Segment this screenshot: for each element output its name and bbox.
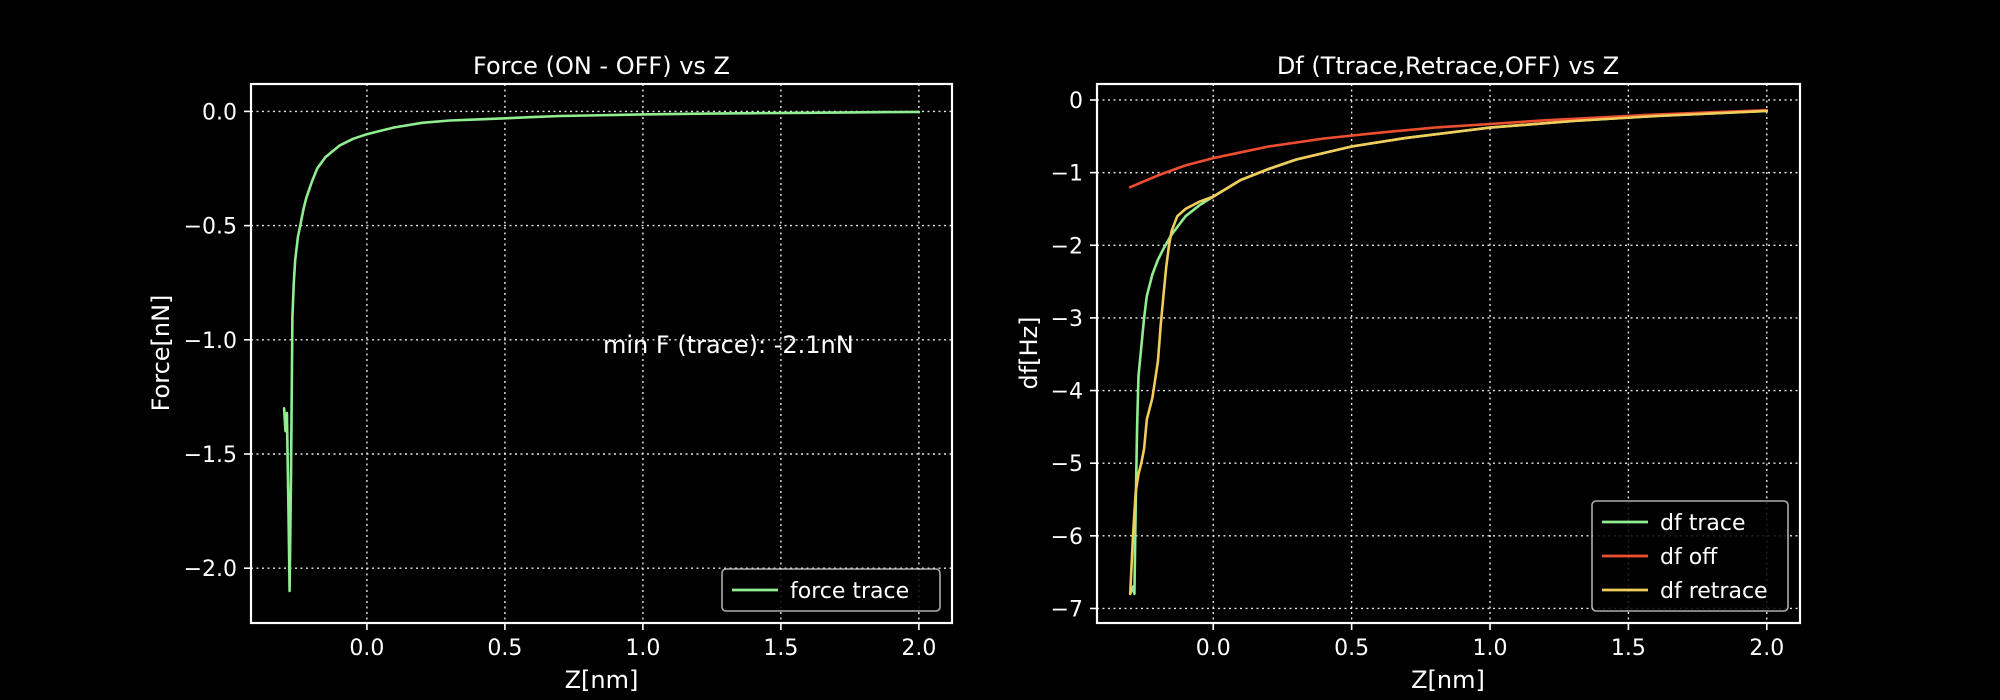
force-chart-title: Force (ON - OFF) vs Z — [473, 52, 730, 80]
df-chart-y-tick-label: −3 — [1051, 307, 1083, 332]
df-chart-legend-label: df retrace — [1660, 579, 1768, 604]
force-chart-series-force-trace — [282, 110, 921, 593]
force-chart-y-tick-label: −1.5 — [184, 443, 237, 468]
df-chart: Df (Ttrace,Retrace,OFF) vs Z 0.0 0.5 1.0 1.… — [1015, 52, 1802, 694]
df-chart-y-tick-label: −4 — [1051, 380, 1083, 405]
df-chart-series-df-retrace — [1128, 109, 1769, 596]
df-chart-x-tick-label: 1.0 — [1473, 636, 1508, 661]
df-chart-series — [1128, 108, 1769, 596]
df-chart-plot-area — [1095, 82, 1802, 625]
df-chart-y-tick-label: −7 — [1051, 597, 1083, 622]
df-chart-legend-box — [1591, 500, 1789, 612]
force-chart-legend-label: force trace — [790, 579, 909, 604]
df-chart-grid — [1097, 84, 1800, 623]
df-chart-title: Df (Ttrace,Retrace,OFF) vs Z — [1277, 52, 1619, 80]
df-chart-ticks: 0.0 0.5 1.0 1.5 2.0 0 −1 −2 −3 −4 −5 −6 −7 — [1051, 89, 1785, 661]
force-chart-x-tick-label: 0.0 — [349, 636, 384, 661]
df-chart-y-tick-label: −2 — [1051, 234, 1083, 259]
df-chart-legend: df trace df off df retrace — [1591, 500, 1789, 612]
df-chart-x-tick-label: 0.0 — [1196, 636, 1231, 661]
force-chart-y-axis-label: Force[nN] — [147, 295, 175, 412]
force-chart-y-tick-label: −0.5 — [184, 215, 237, 240]
df-chart-y-tick-label: 0 — [1069, 89, 1083, 114]
force-chart-y-tick-label: −2.0 — [184, 557, 237, 582]
force-chart-plot-area — [249, 82, 954, 625]
df-chart-y-tick-label: −1 — [1051, 162, 1083, 187]
df-chart-y-tick-label: −6 — [1051, 525, 1083, 550]
force-chart-x-tick-label: 0.5 — [487, 636, 522, 661]
force-chart-legend: force trace — [721, 568, 941, 612]
force-chart-y-tick-label: −1.0 — [184, 329, 237, 354]
df-chart-x-tick-label: 1.5 — [1611, 636, 1646, 661]
force-chart-y-tick-label: 0.0 — [202, 100, 237, 125]
force-chart: Force (ON - OFF) vs Z 0.0 0.5 1.0 1.5 2.00.0… — [147, 52, 954, 694]
df-chart-legend-label: df off — [1660, 545, 1718, 570]
df-chart-y-tick-label: −5 — [1051, 452, 1083, 477]
force-chart-ticks: 0.0 0.5 1.0 1.5 2.0 0.0 −0.5 −1.0 −1.5 −2.0 — [184, 100, 937, 661]
force-chart-x-axis-label: Z[nm] — [565, 666, 639, 694]
force-chart-x-tick-label: 1.5 — [763, 636, 798, 661]
df-chart-legend-label: df trace — [1660, 511, 1746, 536]
force-chart-series — [282, 110, 921, 593]
force-chart-annotation: min F (trace): -2.1nN — [603, 331, 854, 359]
force-chart-x-tick-label: 2.0 — [901, 636, 936, 661]
df-chart-x-axis-label: Z[nm] — [1411, 666, 1485, 694]
df-chart-x-tick-label: 0.5 — [1334, 636, 1369, 661]
force-chart-legend-box — [721, 568, 941, 612]
df-chart-series-df-off — [1128, 108, 1769, 189]
df-chart-y-axis-label: df[Hz] — [1015, 316, 1043, 389]
force-chart-x-tick-label: 1.0 — [625, 636, 660, 661]
df-chart-x-tick-label: 2.0 — [1749, 636, 1784, 661]
